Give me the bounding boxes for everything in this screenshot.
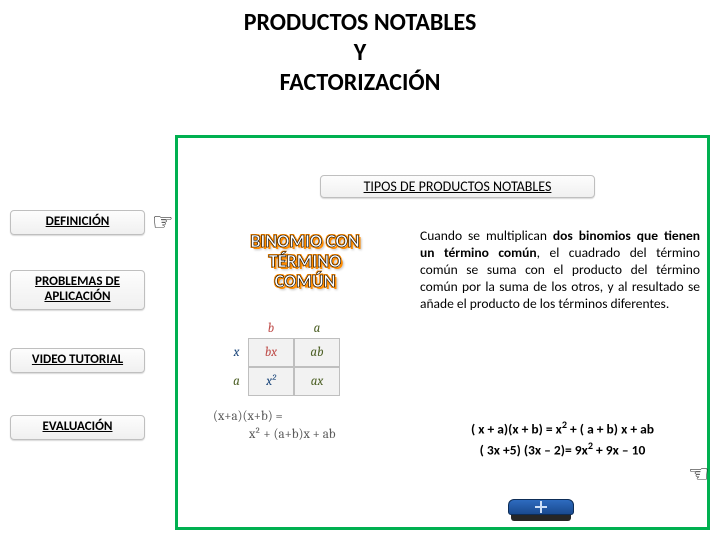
grid-header-b: b <box>248 318 294 338</box>
grid-cell-ax: ax <box>294 367 340 396</box>
desc-pre: Cuando se multiplican <box>420 227 553 244</box>
page-title: PRODUCTOS NOTABLES Y FACTORIZACIÓN <box>0 0 720 98</box>
expansion-formula: (x+a)(x+b) = x² + (a+b)x + ab <box>205 408 400 443</box>
section-heading: TIPOS DE PRODUCTOS NOTABLES <box>320 175 595 198</box>
problemas-label-l1: PROBLEMAS DE <box>35 274 120 289</box>
evaluacion-label: EVALUACIÓN <box>43 419 113 434</box>
grid-cell-bx: bx <box>248 338 294 367</box>
grid-cell-x2: x² <box>248 367 294 396</box>
expansion-line-2: x² + (a+b)x + ab <box>205 426 400 444</box>
formula-1: ( x + a)(x + b) = x2 + ( a + b) x + ab <box>425 418 700 439</box>
example-formulas: ( x + a)(x + b) = x2 + ( a + b) x + ab (… <box>425 418 700 459</box>
title-line-1: PRODUCTOS NOTABLES <box>244 8 477 37</box>
topic-line-1: BINOMIO CON <box>250 230 359 252</box>
expansion-line-1: (x+a)(x+b) = <box>205 408 400 426</box>
topic-line-3: COMÚN <box>275 270 336 292</box>
topic-line-2: TÉRMINO <box>269 250 341 272</box>
grid-side-x: x <box>225 338 248 367</box>
formula-2: ( 3x +5) (3x – 2)= 9x2 + 9x – 10 <box>425 439 700 460</box>
video-tutorial-label: VIDEO TUTORIAL <box>32 352 123 367</box>
definicion-button[interactable]: DEFINICIÓN <box>10 210 145 235</box>
grid-cell-ab: ab <box>294 338 340 367</box>
pointing-hand-left-icon: ☞ <box>152 208 174 237</box>
grid-side-a: a <box>225 367 248 396</box>
definicion-label: DEFINICIÓN <box>46 214 110 229</box>
topic-title: BINOMIO CON TÉRMINO COMÚN <box>225 232 385 291</box>
multiplication-grid: b a x a bx ab x² ax <box>225 318 340 396</box>
title-line-2: Y <box>354 38 366 67</box>
pointing-hand-right-icon: ☞ <box>688 460 710 489</box>
description-paragraph: Cuando se multiplican dos binomios que t… <box>420 228 700 312</box>
eraser-icon[interactable] <box>508 499 574 521</box>
grid-header-a: a <box>294 318 340 338</box>
evaluacion-button[interactable]: EVALUACIÓN <box>10 415 145 440</box>
problemas-button[interactable]: PROBLEMAS DE APLICACIÓN <box>10 270 145 310</box>
problemas-label-l2: APLICACIÓN <box>44 289 110 304</box>
title-line-3: FACTORIZACIÓN <box>280 68 441 97</box>
video-tutorial-button[interactable]: VIDEO TUTORIAL <box>10 348 145 373</box>
